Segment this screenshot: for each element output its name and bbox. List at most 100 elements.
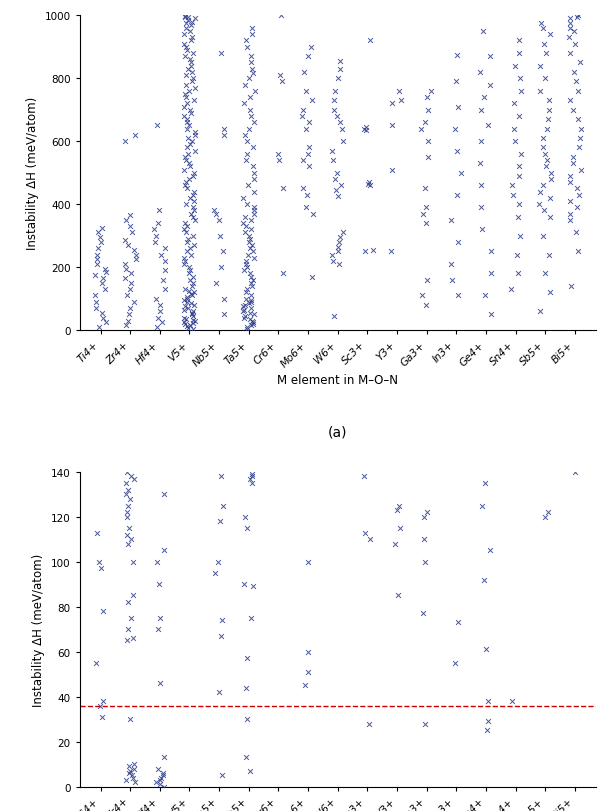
Point	[186, 57, 196, 70]
Point	[180, 283, 190, 296]
Point	[179, 294, 189, 307]
Point	[241, 221, 251, 234]
Point	[276, 10, 286, 23]
Point	[478, 25, 488, 38]
Point	[540, 268, 550, 281]
Point	[275, 70, 285, 83]
Point	[242, 321, 252, 334]
Point	[188, 323, 198, 336]
Point	[544, 104, 554, 117]
Point	[186, 298, 196, 311]
Point	[96, 236, 106, 249]
Point	[247, 477, 257, 490]
Point	[543, 114, 553, 127]
Point	[573, 189, 583, 202]
Point	[155, 305, 165, 318]
Point	[538, 179, 548, 192]
Point	[483, 120, 493, 133]
Point	[182, 79, 192, 92]
Point	[476, 104, 486, 117]
Point	[543, 506, 553, 519]
Point	[131, 249, 141, 262]
Point	[417, 290, 427, 303]
Point	[247, 320, 257, 333]
Point	[92, 258, 102, 271]
Point	[242, 41, 252, 54]
Point	[180, 50, 190, 63]
Point	[128, 769, 138, 782]
Point	[182, 123, 192, 136]
Point	[448, 274, 457, 287]
Point	[242, 283, 252, 296]
Point	[508, 695, 518, 708]
Y-axis label: Instability ΔH (meV/atom): Instability ΔH (meV/atom)	[26, 97, 39, 250]
Point	[187, 75, 196, 88]
Point	[217, 614, 227, 627]
Point	[303, 148, 313, 161]
Point	[416, 123, 426, 136]
Point	[153, 623, 163, 636]
Point	[100, 283, 110, 296]
Point	[238, 301, 248, 314]
Point	[155, 774, 165, 787]
Point	[122, 511, 131, 524]
Point	[306, 41, 316, 54]
Point	[242, 713, 252, 726]
Point	[96, 562, 106, 575]
Point	[181, 18, 190, 31]
Point	[328, 255, 338, 268]
Point	[125, 760, 134, 773]
Point	[544, 249, 554, 262]
Point	[274, 154, 284, 167]
Point	[249, 318, 258, 331]
Point	[479, 573, 489, 586]
Point	[299, 67, 309, 79]
Point	[181, 12, 190, 25]
Point	[180, 255, 190, 268]
Point	[91, 296, 101, 309]
Point	[246, 313, 255, 326]
Point	[244, 236, 254, 249]
Point	[97, 277, 107, 290]
Point	[333, 191, 343, 204]
Point	[565, 95, 575, 108]
Point	[151, 775, 161, 788]
Point	[131, 254, 141, 267]
Point	[91, 303, 101, 315]
Point	[515, 230, 525, 242]
Point	[486, 308, 496, 321]
Point	[359, 470, 369, 483]
Point	[242, 135, 252, 148]
Point	[152, 556, 162, 569]
Point	[185, 242, 195, 255]
Point	[565, 13, 575, 26]
Point	[241, 35, 251, 48]
Point	[332, 167, 342, 180]
Point	[99, 263, 109, 276]
Point	[190, 129, 200, 142]
Point	[120, 234, 130, 247]
Point	[182, 291, 192, 304]
Point	[219, 129, 229, 142]
Point	[420, 117, 430, 130]
Point	[155, 611, 165, 624]
Point	[308, 208, 317, 221]
Point	[303, 646, 313, 659]
Point	[150, 236, 160, 249]
Point	[570, 25, 580, 38]
Point	[157, 316, 166, 329]
Point	[365, 533, 375, 546]
Point	[452, 49, 462, 62]
Point	[160, 255, 169, 268]
Point	[183, 15, 193, 28]
Point	[126, 611, 136, 624]
Point	[151, 293, 161, 306]
Point	[123, 500, 133, 513]
Point	[249, 174, 259, 187]
Point	[248, 142, 258, 155]
Point	[539, 204, 549, 217]
Point	[184, 285, 194, 298]
Point	[122, 634, 131, 647]
Point	[98, 272, 108, 285]
Point	[245, 92, 255, 105]
